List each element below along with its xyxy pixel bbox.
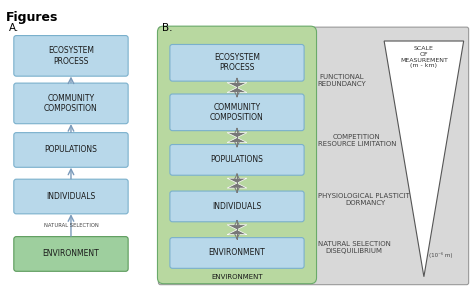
Text: ECOSYSTEM
PROCESS: ECOSYSTEM PROCESS <box>214 53 260 72</box>
Polygon shape <box>227 178 247 183</box>
Text: COMMUNITY
COMPOSITION: COMMUNITY COMPOSITION <box>210 102 264 122</box>
FancyBboxPatch shape <box>170 238 304 268</box>
Polygon shape <box>227 183 247 188</box>
Text: B.: B. <box>163 23 173 33</box>
Polygon shape <box>227 88 247 93</box>
FancyBboxPatch shape <box>14 36 128 76</box>
FancyBboxPatch shape <box>14 83 128 124</box>
FancyBboxPatch shape <box>170 191 304 222</box>
Text: POPULATIONS: POPULATIONS <box>210 155 264 164</box>
Text: INDIVIDUALS: INDIVIDUALS <box>46 192 96 201</box>
Text: SCALE
OF
MEASUREMENT
(m - km): SCALE OF MEASUREMENT (m - km) <box>400 46 448 68</box>
Text: INDIVIDUALS: INDIVIDUALS <box>212 202 262 211</box>
Polygon shape <box>227 230 247 235</box>
Text: FUNCTIONAL
REDUNDANCY: FUNCTIONAL REDUNDANCY <box>318 74 366 87</box>
Polygon shape <box>227 225 247 230</box>
Text: A.: A. <box>9 23 20 33</box>
Text: Figures: Figures <box>6 11 59 24</box>
Text: NATURAL SELECTION
DISEQUILIBRIUM: NATURAL SELECTION DISEQUILIBRIUM <box>318 241 391 253</box>
Text: ENVIRONMENT: ENVIRONMENT <box>211 274 263 280</box>
Polygon shape <box>227 138 247 142</box>
Polygon shape <box>227 133 247 138</box>
FancyBboxPatch shape <box>14 179 128 214</box>
Text: POPULATIONS: POPULATIONS <box>45 145 98 154</box>
FancyBboxPatch shape <box>170 94 304 131</box>
Text: ECOSYSTEM
PROCESS: ECOSYSTEM PROCESS <box>48 46 94 66</box>
FancyBboxPatch shape <box>14 237 128 271</box>
FancyBboxPatch shape <box>157 26 317 284</box>
FancyBboxPatch shape <box>170 145 304 175</box>
Text: ENVIRONMENT: ENVIRONMENT <box>43 249 100 258</box>
FancyBboxPatch shape <box>158 27 469 285</box>
Text: PHYSIOLOGICAL PLASTICITY
DORMANCY: PHYSIOLOGICAL PLASTICITY DORMANCY <box>318 193 414 206</box>
Text: (10⁻⁶ m): (10⁻⁶ m) <box>429 252 452 258</box>
Polygon shape <box>384 41 464 277</box>
FancyBboxPatch shape <box>14 133 128 167</box>
Text: COMPETITION
RESOURCE LIMITATION: COMPETITION RESOURCE LIMITATION <box>318 133 396 147</box>
FancyBboxPatch shape <box>170 44 304 81</box>
Polygon shape <box>227 83 247 88</box>
Text: COMMUNITY
COMPOSITION: COMMUNITY COMPOSITION <box>44 94 98 113</box>
Text: ENVIRONMENT: ENVIRONMENT <box>209 248 265 258</box>
Text: NATURAL SELECTION: NATURAL SELECTION <box>44 223 98 228</box>
